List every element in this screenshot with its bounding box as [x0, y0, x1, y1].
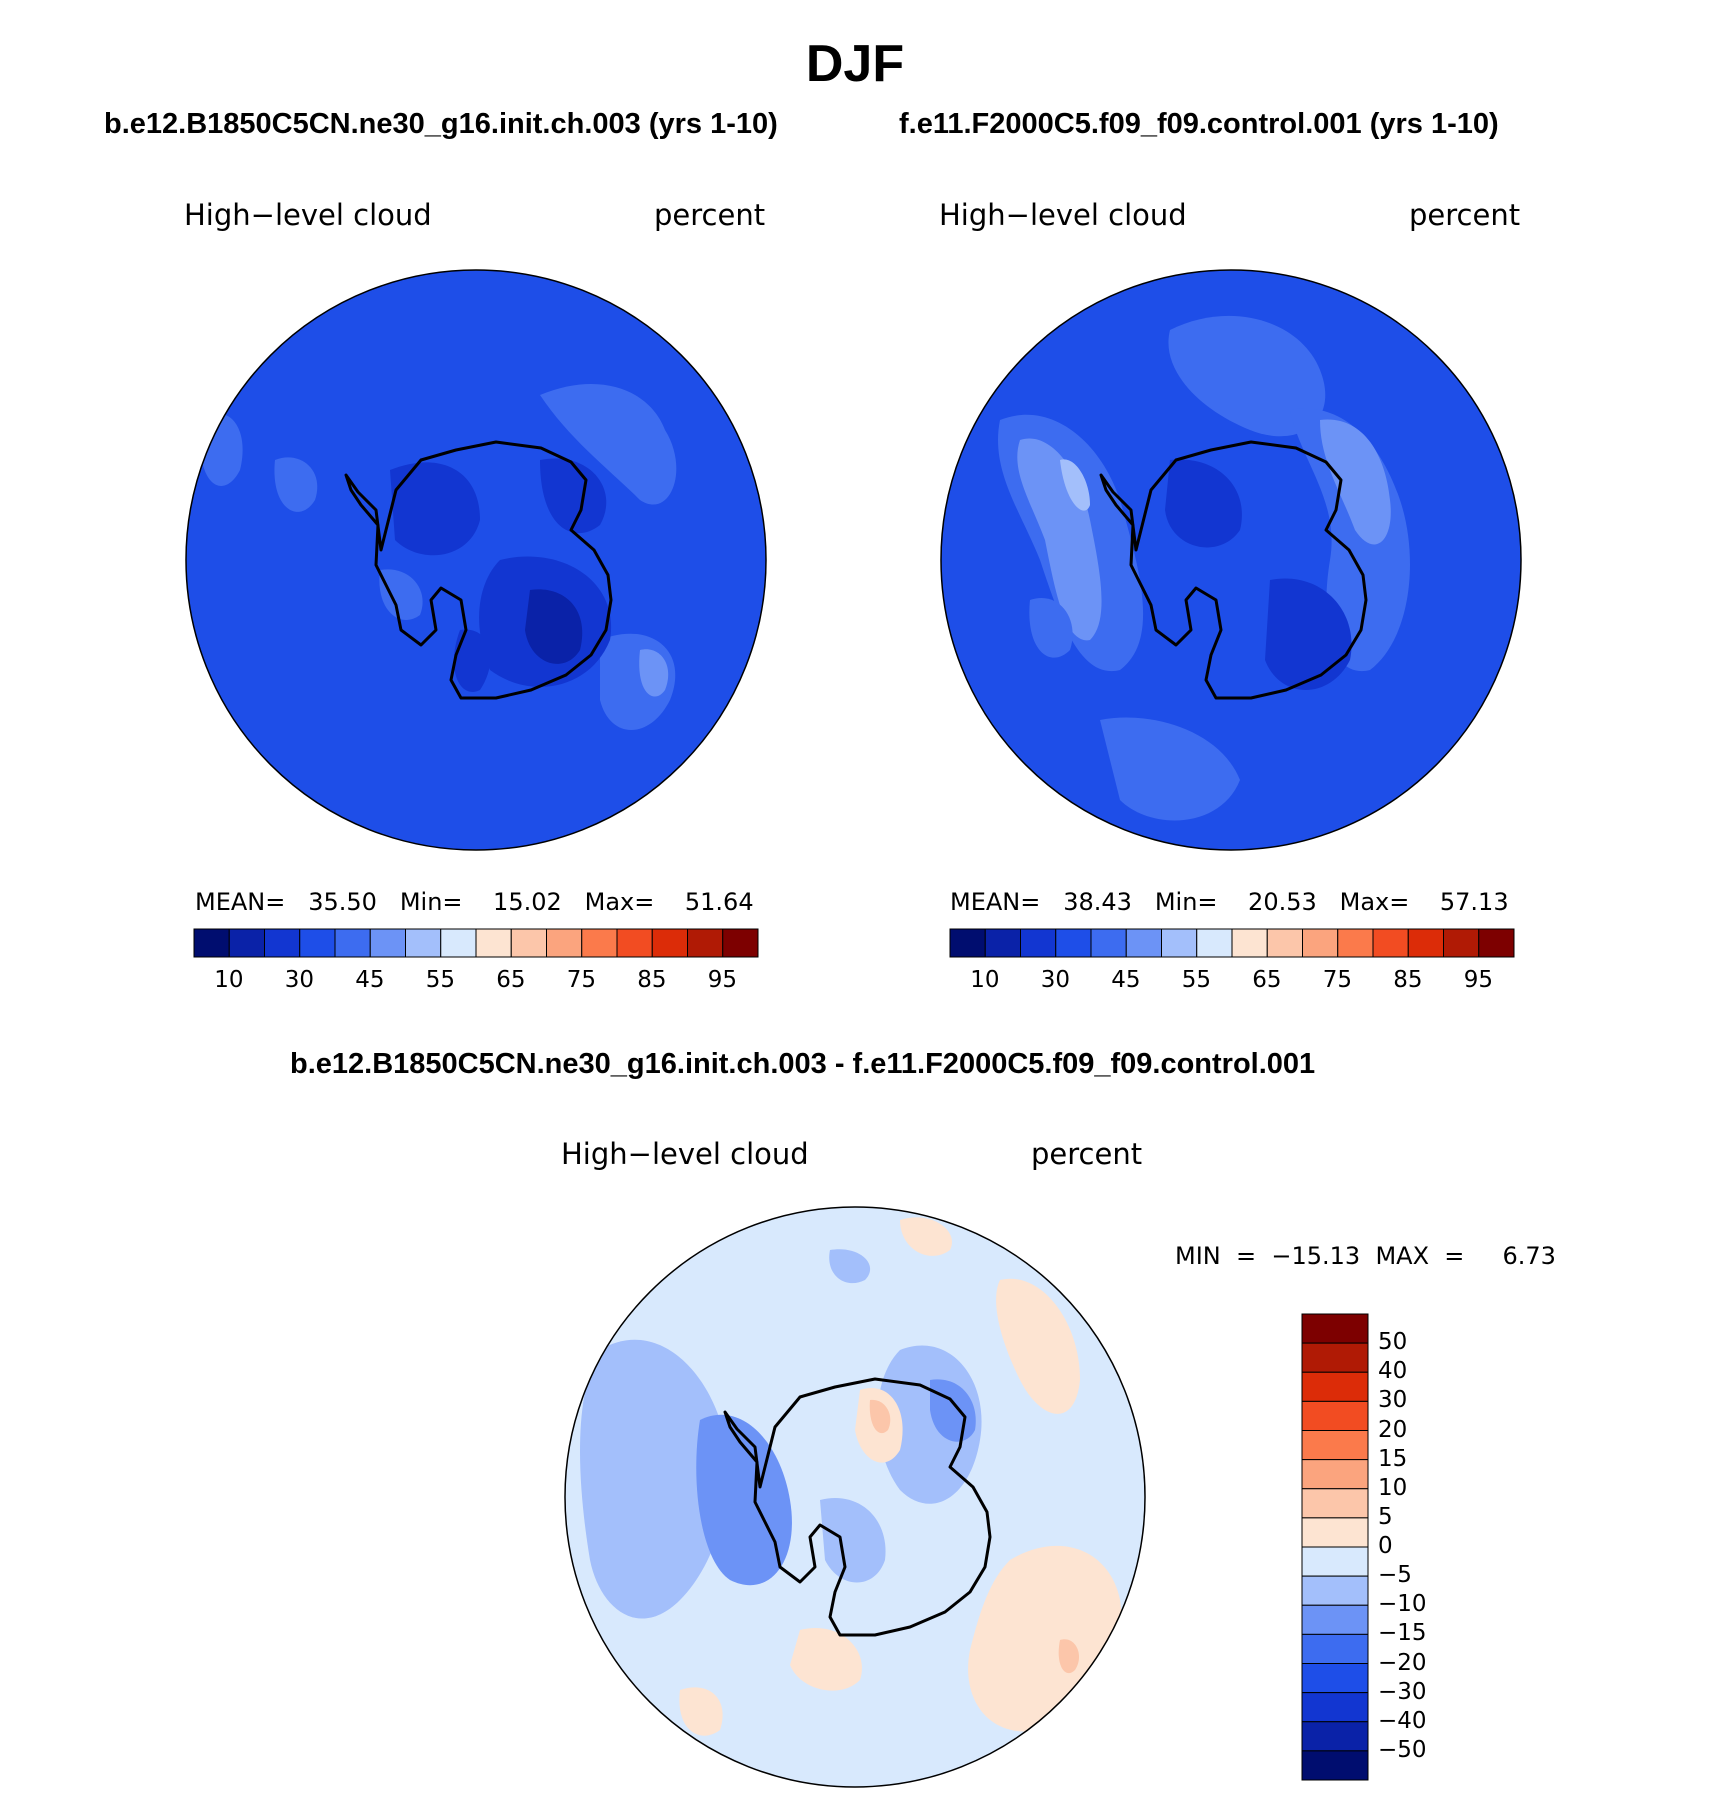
diff-colorbar [1301, 1313, 1369, 1781]
diff-colorbar-tick-label: −30 [1378, 1678, 1427, 1705]
panel2-colorbar-tick-label: 45 [1111, 967, 1141, 993]
diff-colorbar-swatch [1301, 1430, 1369, 1461]
diff-colorbar-tick-label: 50 [1378, 1329, 1408, 1356]
panel1-colorbar [193, 928, 759, 958]
panel2-colorbar-swatch [1090, 928, 1127, 958]
diff-colorbar-tick-label: −15 [1378, 1620, 1427, 1647]
panel2-map [940, 269, 1522, 851]
panel2-colorbar-swatch [1478, 928, 1515, 958]
panel1-variable-label: High−level cloud [184, 198, 432, 232]
panel1-colorbar-swatch [405, 928, 442, 958]
panel1-colorbar-tick-label: 55 [425, 967, 456, 993]
panel2-colorbar-swatch [984, 928, 1021, 958]
panel2-variable-label: High−level cloud [939, 198, 1187, 232]
panel2-colorbar-swatch [1161, 928, 1198, 958]
diff-colorbar-swatch [1301, 1546, 1369, 1577]
diff-colorbar-swatch [1301, 1313, 1369, 1344]
panel2-colorbar-swatch [1125, 928, 1162, 958]
panel2-units-label: percent [1409, 198, 1521, 232]
diff-colorbar-tick-label: −20 [1378, 1649, 1427, 1676]
diff-colorbar-swatch [1301, 1459, 1369, 1490]
panel1-colorbar-swatch [299, 928, 336, 958]
panel2-colorbar-swatch [1372, 928, 1409, 958]
panel1-colorbar-swatch [334, 928, 371, 958]
panel1-colorbar-swatch [546, 928, 583, 958]
panel2-case-title: f.e11.F2000C5.f09_f09.control.001 (yrs 1… [899, 108, 1499, 140]
panel2-colorbar-tick-label: 10 [970, 967, 1000, 993]
panel1-colorbar-tick-label: 85 [637, 967, 667, 993]
panel1-colorbar-swatch [722, 928, 759, 958]
diff-colorbar-swatch [1301, 1633, 1369, 1664]
panel1-colorbar-swatch [616, 928, 653, 958]
panel2-colorbar-tick-label: 75 [1322, 967, 1353, 993]
diff-colorbar-tick-label: 0 [1378, 1533, 1393, 1559]
diff-map [564, 1206, 1146, 1788]
diff-colorbar-swatch [1301, 1371, 1369, 1402]
diff-colorbar-tick-label: 15 [1378, 1445, 1408, 1472]
panel2-colorbar-tick-label: 55 [1181, 967, 1212, 993]
panel1-colorbar-tick-label: 10 [214, 967, 244, 993]
panel2-colorbar-tick-label: 30 [1040, 967, 1071, 993]
panel2-colorbar-swatch [949, 928, 986, 958]
diff-colorbar-tick-label: −5 [1378, 1562, 1412, 1589]
diff-colorbar-swatch [1301, 1604, 1369, 1635]
panel1-map [185, 269, 767, 851]
panel1-stats: MEAN= 35.50 Min= 15.02 Max= 51.64 [195, 888, 754, 916]
panel1-colorbar-swatch [475, 928, 512, 958]
panel1-colorbar-tick-label: 30 [284, 967, 315, 993]
panel2-colorbar-swatch [1266, 928, 1303, 958]
diff-colorbar-swatch [1301, 1721, 1369, 1752]
panel1-colorbar-swatch [651, 928, 688, 958]
diff-variable-label: High−level cloud [561, 1137, 809, 1171]
panel1-colorbar-tick-label: 65 [496, 967, 526, 993]
diff-colorbar-tick-label: −50 [1378, 1736, 1427, 1763]
diff-colorbar-tick-label: 5 [1378, 1503, 1393, 1530]
diff-colorbar-tick-label: −40 [1378, 1707, 1427, 1734]
panel1-colorbar-swatch [510, 928, 547, 958]
panel2-colorbar-tick-label: 65 [1252, 967, 1282, 993]
season-title: DJF [805, 35, 905, 93]
diff-colorbar-tick-label: 10 [1378, 1474, 1408, 1501]
panel1-colorbar-swatch [581, 928, 618, 958]
panel1-units-label: percent [654, 198, 766, 232]
panel2-colorbar-swatch [1196, 928, 1233, 958]
panel2-colorbar-tick-label: 95 [1463, 967, 1494, 993]
panel2-colorbar-swatch [1407, 928, 1444, 958]
diff-colorbar-swatch [1301, 1342, 1369, 1373]
panel2-colorbar-swatch [1231, 928, 1268, 958]
panel1-case-title: b.e12.B1850C5CN.ne30_g16.init.ch.003 (yr… [104, 108, 778, 140]
diff-colorbar-swatch [1301, 1663, 1369, 1694]
panel2-colorbar-swatch [1055, 928, 1092, 958]
panel1-colorbar-swatch [440, 928, 477, 958]
diff-colorbar-swatch [1301, 1517, 1369, 1548]
panel1-colorbar-swatch [687, 928, 724, 958]
diff-colorbar-tick-label: 40 [1378, 1358, 1408, 1385]
diff-colorbar-tick-label: 30 [1378, 1387, 1408, 1414]
panel1-colorbar-swatch [228, 928, 265, 958]
diff-colorbar-swatch [1301, 1400, 1369, 1431]
panel2-colorbar [949, 928, 1515, 958]
panel1-colorbar-tick-label: 75 [566, 967, 597, 993]
diff-colorbar-swatch [1301, 1692, 1369, 1723]
panel2-colorbar-swatch [1302, 928, 1339, 958]
diff-title: b.e12.B1850C5CN.ne30_g16.init.ch.003 - f… [290, 1048, 1316, 1080]
panel2-stats: MEAN= 38.43 Min= 20.53 Max= 57.13 [950, 888, 1509, 916]
panel2-colorbar-swatch [1020, 928, 1057, 958]
panel2-colorbar-tick-label: 85 [1393, 967, 1423, 993]
panel1-colorbar-swatch [193, 928, 230, 958]
panel1-colorbar-tick-label: 45 [355, 967, 385, 993]
panel2-colorbar-swatch [1443, 928, 1480, 958]
diff-units-label: percent [1031, 1137, 1143, 1171]
diff-colorbar-tick-label: −10 [1378, 1591, 1427, 1618]
panel2-colorbar-swatch [1337, 928, 1374, 958]
diff-stats: MIN = −15.13 MAX = 6.73 [1175, 1242, 1556, 1270]
panel1-colorbar-tick-label: 95 [707, 967, 738, 993]
panel1-colorbar-swatch [369, 928, 406, 958]
diff-colorbar-swatch [1301, 1488, 1369, 1519]
diff-colorbar-swatch [1301, 1750, 1369, 1781]
diff-colorbar-swatch [1301, 1575, 1369, 1606]
diff-colorbar-tick-label: 20 [1378, 1416, 1408, 1443]
panel1-colorbar-swatch [264, 928, 301, 958]
